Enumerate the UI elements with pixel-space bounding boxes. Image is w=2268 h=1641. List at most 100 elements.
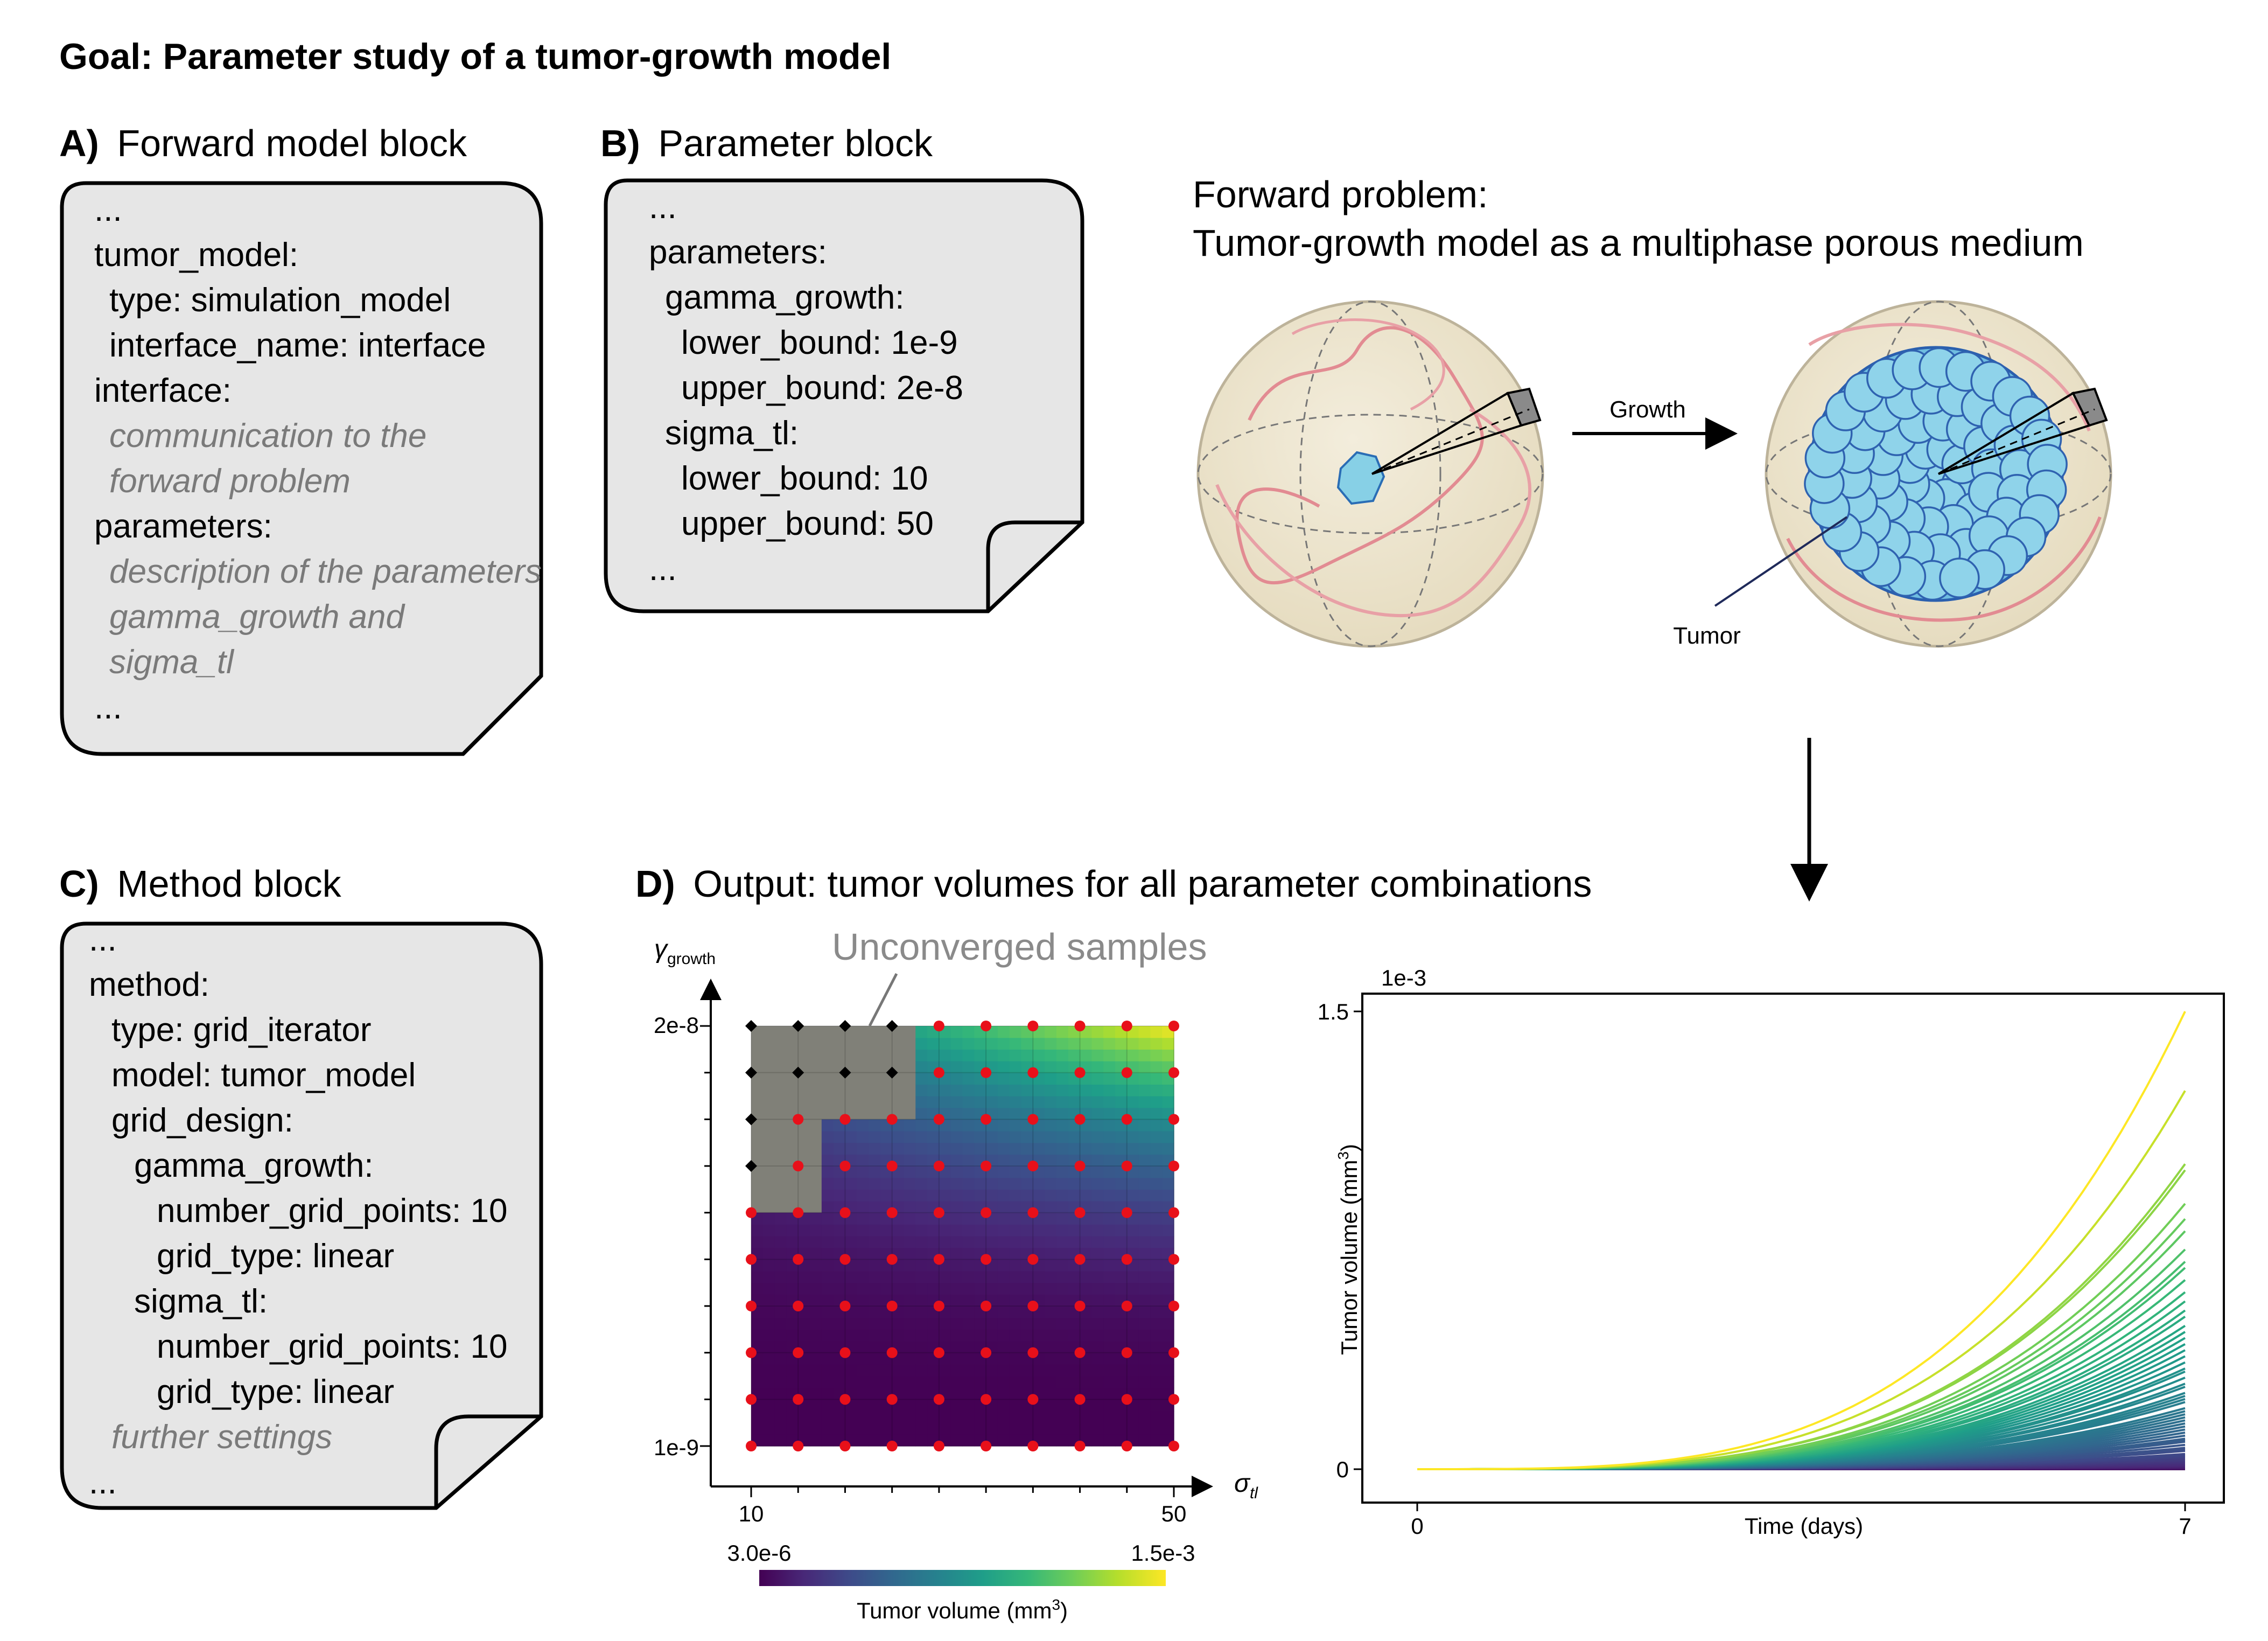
heatmap-cell bbox=[1045, 1177, 1057, 1190]
heatmap-cell bbox=[1115, 1364, 1128, 1377]
heatmap-cell bbox=[950, 1061, 963, 1073]
heatmap-cell bbox=[1021, 1131, 1033, 1143]
heatmap-cell bbox=[821, 1352, 834, 1365]
heatmap-cell bbox=[762, 1434, 775, 1447]
heatmap-cell bbox=[1103, 1084, 1116, 1097]
converged-sample bbox=[981, 1441, 992, 1451]
code-line: lower_bound: 10 bbox=[681, 460, 928, 497]
heatmap-cell bbox=[997, 1107, 1010, 1120]
heatmap-cell bbox=[1009, 1026, 1022, 1038]
heatmap-cell bbox=[1138, 1306, 1151, 1318]
heatmap-cell bbox=[857, 1271, 869, 1283]
heatmap-cell bbox=[974, 1271, 986, 1283]
heatmap-cell bbox=[1068, 1329, 1081, 1342]
heatmap-cell bbox=[774, 1271, 787, 1283]
panel-d-label: D) bbox=[635, 863, 675, 905]
heatmap-cell bbox=[786, 1411, 799, 1423]
code-line: ... bbox=[94, 191, 122, 228]
heatmap-cell bbox=[1056, 1131, 1069, 1143]
converged-sample bbox=[933, 1207, 944, 1218]
heatmap-cell bbox=[762, 1411, 775, 1423]
heatmap-cell bbox=[962, 1107, 975, 1120]
heatmap-cell bbox=[1150, 1084, 1163, 1097]
converged-sample bbox=[981, 1254, 992, 1265]
heatmap-cell bbox=[1138, 1422, 1151, 1435]
heatmap-cell bbox=[1103, 1224, 1116, 1237]
heatmap-cell bbox=[1068, 1282, 1081, 1295]
heatmap-cell bbox=[1068, 1236, 1081, 1248]
heatmap-cell bbox=[1138, 1294, 1151, 1307]
heatmap-cell bbox=[1115, 1282, 1128, 1295]
panel-a-heading: A) Forward model block bbox=[59, 122, 467, 164]
heatmap-cell bbox=[939, 1189, 951, 1202]
heatmap-cell bbox=[997, 1306, 1010, 1318]
heatmap-cell bbox=[869, 1282, 881, 1295]
converged-sample bbox=[1121, 1067, 1132, 1078]
unconverged-sample bbox=[745, 1160, 757, 1172]
heatmap-cell bbox=[997, 1422, 1010, 1435]
heatmap-cell bbox=[950, 1026, 963, 1038]
converged-sample bbox=[839, 1254, 851, 1265]
heatmap-cell bbox=[1021, 1376, 1033, 1388]
line-chart-multiplier: 1e-3 bbox=[1381, 965, 1426, 990]
heatmap-cell bbox=[1009, 1107, 1022, 1120]
heatmap-cell bbox=[1103, 1119, 1116, 1132]
heatmap-cell bbox=[962, 1341, 975, 1353]
heatmap-cell bbox=[986, 1236, 998, 1248]
heatmap-cell bbox=[1138, 1107, 1151, 1120]
heatmap-cell bbox=[869, 1201, 881, 1213]
heatmap-cell bbox=[1103, 1364, 1116, 1377]
heatmap-cell bbox=[962, 1096, 975, 1108]
heatmap-cell bbox=[1103, 1131, 1116, 1143]
heatmap-cell bbox=[869, 1329, 881, 1342]
heatmap-cell bbox=[1009, 1072, 1022, 1085]
heatmap-cell bbox=[915, 1399, 928, 1412]
heatmap-cell bbox=[810, 1247, 822, 1260]
converged-sample bbox=[839, 1207, 851, 1218]
heatmap-cell bbox=[845, 1329, 857, 1342]
heatmap-cell bbox=[869, 1154, 881, 1167]
heatmap-cell bbox=[774, 1411, 787, 1423]
line-chart-ticks bbox=[1354, 1010, 2186, 1511]
heatmap-cell bbox=[997, 1329, 1010, 1342]
heatmap-cell bbox=[1056, 1271, 1069, 1283]
heatmap-cell bbox=[997, 1072, 1010, 1085]
heatmap-cell bbox=[880, 1376, 893, 1388]
panel-c-title: Method block bbox=[117, 863, 341, 905]
heatmap-cell bbox=[810, 1282, 822, 1295]
heatmap-cell bbox=[1091, 1271, 1104, 1283]
heatmap-cell bbox=[950, 1236, 963, 1248]
heatmap-cell bbox=[1056, 1341, 1069, 1353]
heatmap-cell bbox=[950, 1247, 963, 1260]
heatmap-cell bbox=[1033, 1236, 1045, 1248]
heatmap-cell bbox=[751, 1376, 764, 1388]
heatmap-cell bbox=[1150, 1201, 1163, 1213]
heatmap-cell bbox=[1138, 1119, 1151, 1132]
heatmap-cell bbox=[1021, 1236, 1033, 1248]
heatmap-cell bbox=[1091, 1026, 1104, 1038]
heatmap-cell bbox=[915, 1282, 928, 1295]
heatmap-cell bbox=[1068, 1096, 1081, 1108]
heatmap-cell bbox=[1033, 1096, 1045, 1108]
heatmap-cell bbox=[1080, 1096, 1092, 1108]
heatmap-cell bbox=[915, 1271, 928, 1283]
converged-sample bbox=[1027, 1301, 1039, 1311]
heatmap-cell bbox=[762, 1259, 775, 1272]
heatmap-cell bbox=[950, 1399, 963, 1412]
converged-sample bbox=[839, 1161, 851, 1171]
heatmap-cell bbox=[892, 1131, 905, 1143]
heatmap-cell bbox=[986, 1376, 998, 1388]
converged-sample bbox=[746, 1207, 757, 1218]
heatmap-cell bbox=[974, 1411, 986, 1423]
heatmap-cell bbox=[857, 1341, 869, 1353]
panel-d: D) Output: tumor volumes for all paramet… bbox=[635, 863, 2225, 1623]
heatmap-cell bbox=[1056, 1399, 1069, 1412]
heatmap-cell bbox=[927, 1376, 940, 1388]
heatmap-cell bbox=[997, 1166, 1010, 1178]
tumor-cell bbox=[1939, 557, 1980, 598]
heatmap-cell bbox=[962, 1329, 975, 1342]
converged-sample bbox=[1121, 1254, 1132, 1265]
heatmap-cell bbox=[950, 1271, 963, 1283]
heatmap-cell bbox=[880, 1364, 893, 1377]
heatmap-cell bbox=[762, 1329, 775, 1342]
